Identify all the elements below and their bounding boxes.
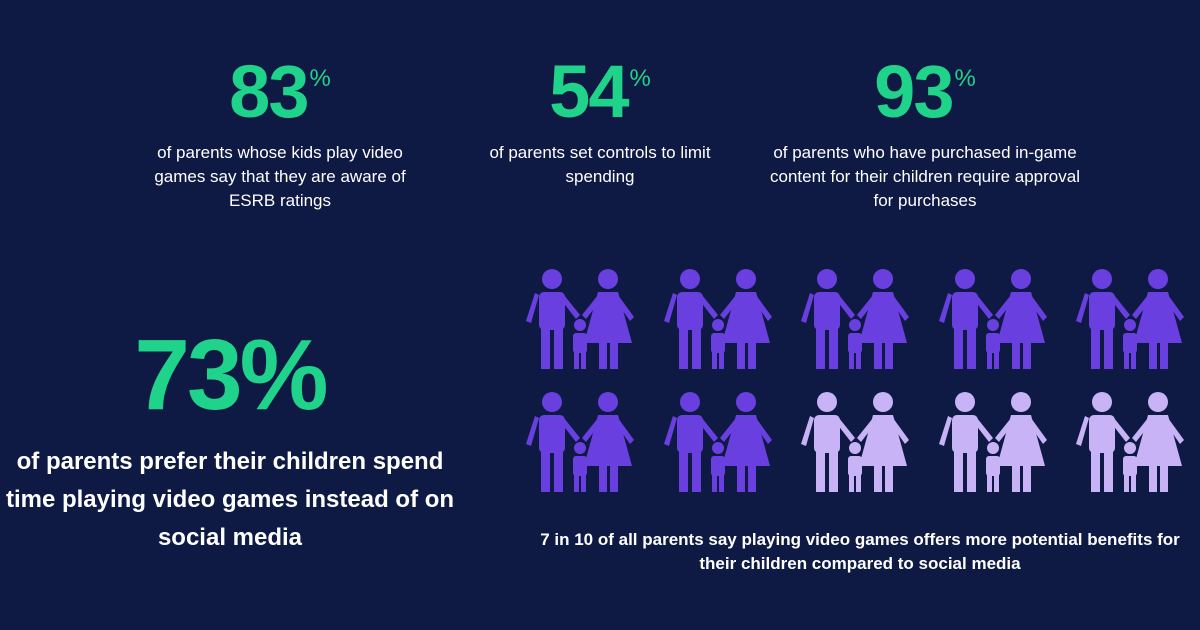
family-icon (660, 388, 776, 498)
big-stat-description: of parents prefer their children spend t… (5, 448, 455, 551)
stat-unit: % (309, 65, 331, 92)
family-icon (522, 388, 638, 498)
stat-unit: % (954, 65, 976, 92)
family-icon (660, 265, 776, 375)
family-icon (935, 388, 1051, 498)
stat-value: 93 (874, 50, 954, 133)
family-icon (522, 265, 638, 375)
family-pictogram (522, 265, 1200, 500)
family-icon (935, 265, 1051, 375)
stat-description: of parents whose kids play video games s… (154, 143, 406, 210)
family-icon (797, 388, 913, 498)
stat-value: 83 (229, 50, 309, 133)
stat-prefer-video-games: 73% of parents prefer their children spe… (0, 325, 460, 557)
pictogram-caption: 7 in 10 of all parents say playing video… (540, 530, 1180, 573)
stat-require-approval: 93% of parents who have purchased in-gam… (770, 55, 1080, 213)
big-stat-value: 73% (134, 319, 328, 431)
stat-unit: % (629, 65, 651, 92)
family-icon (1072, 388, 1188, 498)
family-icon (797, 265, 913, 375)
stat-value: 54 (549, 50, 629, 133)
stat-description: of parents who have purchased in-game co… (770, 143, 1080, 210)
stat-limit-spending: 54% of parents set controls to limit spe… (465, 55, 735, 189)
stat-aware-esrb: 83% of parents whose kids play video gam… (130, 55, 430, 213)
family-icon (1072, 265, 1188, 375)
stat-description: of parents set controls to limit spendin… (489, 143, 711, 186)
